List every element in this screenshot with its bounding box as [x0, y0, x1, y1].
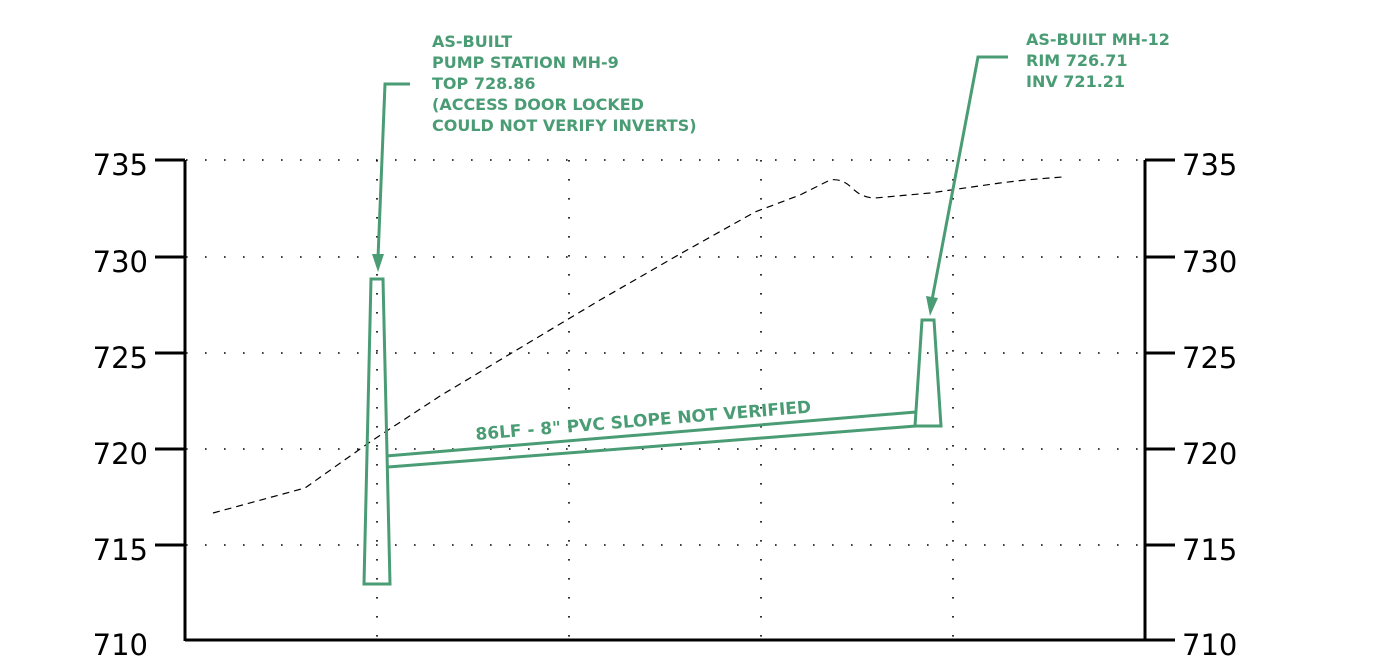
left-tick-label-720: 720 — [93, 437, 148, 471]
left-tick-label-725: 725 — [93, 341, 148, 375]
left-tick-label-715: 715 — [93, 533, 148, 567]
dotted-grid — [186, 159, 1145, 640]
mh9-note-line-2: PUMP STATION MH-9 — [432, 53, 619, 72]
manhole-mh12 — [913, 318, 943, 428]
mh9-note-line-3: TOP 728.86 — [432, 74, 536, 93]
mh12-note-line-1: AS-BUILT MH-12 — [1026, 30, 1170, 49]
mh9-note-line-5: COULD NOT VERIFY INVERTS) — [432, 116, 697, 135]
mh9-annotation: AS-BUILT PUMP STATION MH-9 TOP 728.86 (A… — [432, 32, 697, 135]
left-tick-label-735: 735 — [93, 148, 148, 182]
mh12-annotation: AS-BUILT MH-12 RIM 726.71 INV 721.21 — [1026, 30, 1170, 91]
pvc-pipe — [385, 410, 917, 469]
existing-ground-line — [212, 176, 1063, 514]
right-tick-label-710: 710 — [1182, 628, 1237, 661]
pump-station-mh9 — [362, 277, 392, 586]
mh9-leader — [372, 82, 410, 272]
right-tick-label-725: 725 — [1182, 341, 1237, 375]
right-elevation-labels: 735 730 725 720 715 710 — [1182, 148, 1237, 661]
mh12-leader — [926, 55, 1008, 316]
left-tick-label-730: 730 — [93, 245, 148, 279]
mh12-note-line-2: RIM 726.71 — [1026, 51, 1128, 70]
mh9-note-line-4: (ACCESS DOOR LOCKED — [432, 95, 644, 114]
mh12-note-line-3: INV 721.21 — [1026, 72, 1125, 91]
right-tick-label-730: 730 — [1182, 245, 1237, 279]
right-tick-label-715: 715 — [1182, 533, 1237, 567]
profile-frame — [183, 160, 1147, 642]
right-tick-label-720: 720 — [1182, 437, 1237, 471]
mh9-note-line-1: AS-BUILT — [432, 32, 512, 51]
left-tick-marks — [155, 158, 185, 547]
left-elevation-labels: 735 730 725 720 715 710 — [93, 148, 148, 661]
right-tick-label-735: 735 — [1182, 148, 1237, 182]
left-tick-label-710: 710 — [93, 628, 148, 661]
right-tick-marks — [1145, 158, 1175, 642]
